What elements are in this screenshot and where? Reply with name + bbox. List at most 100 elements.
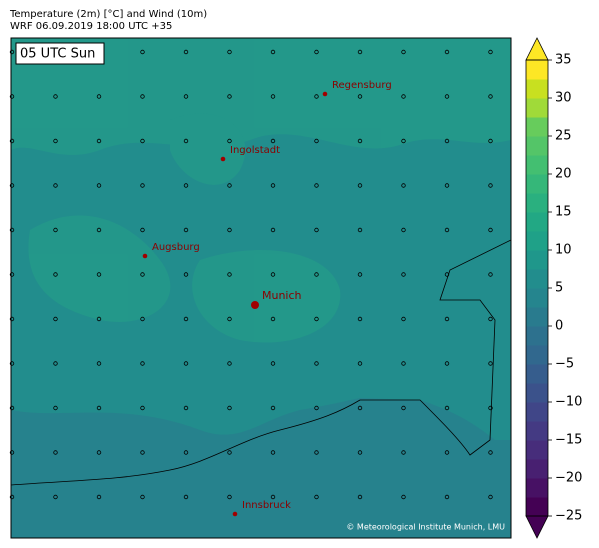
colorbar-tick-label: 10 xyxy=(555,243,572,258)
title-line: Temperature (2m) [°C] and Wind (10m) xyxy=(9,9,207,20)
wind-dot xyxy=(96,405,102,411)
wind-dot xyxy=(270,227,276,233)
city-label: Munich xyxy=(262,289,302,302)
wind-dot xyxy=(183,494,189,500)
wind-dot xyxy=(227,183,232,188)
wind-dot xyxy=(314,316,319,322)
wind-dot xyxy=(444,494,450,500)
colorbar-band xyxy=(526,497,548,517)
colorbar-tick-label: 20 xyxy=(555,167,572,182)
wind-dot xyxy=(227,316,232,322)
wind-dot xyxy=(444,361,450,366)
wind-dot xyxy=(270,94,276,99)
wind-dot xyxy=(227,227,232,233)
wind-dot xyxy=(314,405,319,411)
colorbar-band xyxy=(526,383,548,403)
wind-dot xyxy=(9,272,15,277)
wind-dot xyxy=(53,316,58,322)
wind-dot xyxy=(270,494,276,500)
wind-dot xyxy=(314,450,319,455)
colorbar-tick-label: 25 xyxy=(555,129,572,144)
wind-dot xyxy=(270,405,276,411)
wind-dot xyxy=(96,138,102,144)
colorbar-band xyxy=(526,60,548,80)
wind-dot xyxy=(96,183,102,188)
city-dot xyxy=(251,301,259,309)
wind-dot xyxy=(183,272,189,277)
colorbar-tick-label: −15 xyxy=(555,433,582,448)
wind-dot xyxy=(183,361,189,366)
wind-dot xyxy=(140,183,145,188)
wind-dot xyxy=(183,450,189,455)
wind-dot xyxy=(227,49,232,55)
wind-dot xyxy=(357,494,363,500)
wind-dot xyxy=(270,450,276,455)
wind-dot xyxy=(270,49,276,55)
colorbar-tick-label: 15 xyxy=(555,205,572,220)
colorbar-band xyxy=(526,402,548,422)
wind-dot xyxy=(53,94,58,99)
wind-dot xyxy=(96,450,102,455)
wind-dot xyxy=(53,450,58,455)
colorbar-band xyxy=(526,307,548,327)
wind-dot xyxy=(9,227,15,233)
wind-dot xyxy=(357,272,363,277)
wind-dot xyxy=(401,227,406,233)
wind-dot xyxy=(140,94,145,99)
map-frame xyxy=(10,37,512,539)
wind-dot xyxy=(227,361,232,366)
wind-dot xyxy=(357,49,363,55)
wind-dot xyxy=(227,405,232,411)
wind-dot xyxy=(357,316,363,322)
wind-dot xyxy=(401,450,406,455)
wind-dot xyxy=(314,272,319,277)
wind-dot xyxy=(314,494,319,500)
wind-dot xyxy=(227,138,232,144)
wind-dot xyxy=(401,49,406,55)
wind-dot xyxy=(270,183,276,188)
city-dot xyxy=(322,91,328,97)
wind-dot xyxy=(314,183,319,188)
wind-dot xyxy=(401,494,406,500)
wind-dot xyxy=(183,183,189,188)
wind-dot xyxy=(488,49,493,55)
wind-dot xyxy=(140,138,145,144)
wind-dot xyxy=(444,94,450,99)
title-line: WRF 06.09.2019 18:00 UTC +35 xyxy=(10,21,172,32)
colorbar-tick-label: 0 xyxy=(555,319,563,334)
colorbar-band xyxy=(526,193,548,213)
wind-dot xyxy=(401,361,406,366)
wind-dot xyxy=(96,227,102,233)
wind-dot xyxy=(488,361,493,366)
wind-dot xyxy=(270,272,276,277)
map: 05 UTC Sun © Meteorological Institute Mu… xyxy=(9,37,512,539)
wind-dot xyxy=(96,94,102,99)
wind-dot xyxy=(53,405,58,411)
city-dot xyxy=(232,511,238,517)
colorbar-tick-label: −5 xyxy=(555,357,574,372)
wind-dot xyxy=(140,494,145,500)
time-label-box xyxy=(15,42,105,65)
wind-dot xyxy=(140,49,145,55)
wind-dot xyxy=(444,227,450,233)
wind-dot xyxy=(140,272,145,277)
wind-dot xyxy=(53,361,58,366)
wind-dot xyxy=(9,494,15,500)
wind-dot xyxy=(357,183,363,188)
colorbar-band xyxy=(526,421,548,441)
wind-dot xyxy=(9,49,15,55)
colorbar-extend-top xyxy=(525,37,549,61)
wind-dot xyxy=(444,316,450,322)
wind-dot xyxy=(227,494,232,500)
colorbar-band xyxy=(526,326,548,346)
wind-dot xyxy=(444,405,450,411)
wind-dot xyxy=(444,49,450,55)
wind-dot xyxy=(488,405,493,411)
wind-dot xyxy=(357,227,363,233)
wind-dot xyxy=(357,138,363,144)
wind-dot xyxy=(9,138,15,144)
wind-markers xyxy=(9,49,493,500)
colorbar-tick-label: 30 xyxy=(555,91,572,106)
wind-dot xyxy=(9,405,15,411)
colorbar-band xyxy=(526,155,548,175)
